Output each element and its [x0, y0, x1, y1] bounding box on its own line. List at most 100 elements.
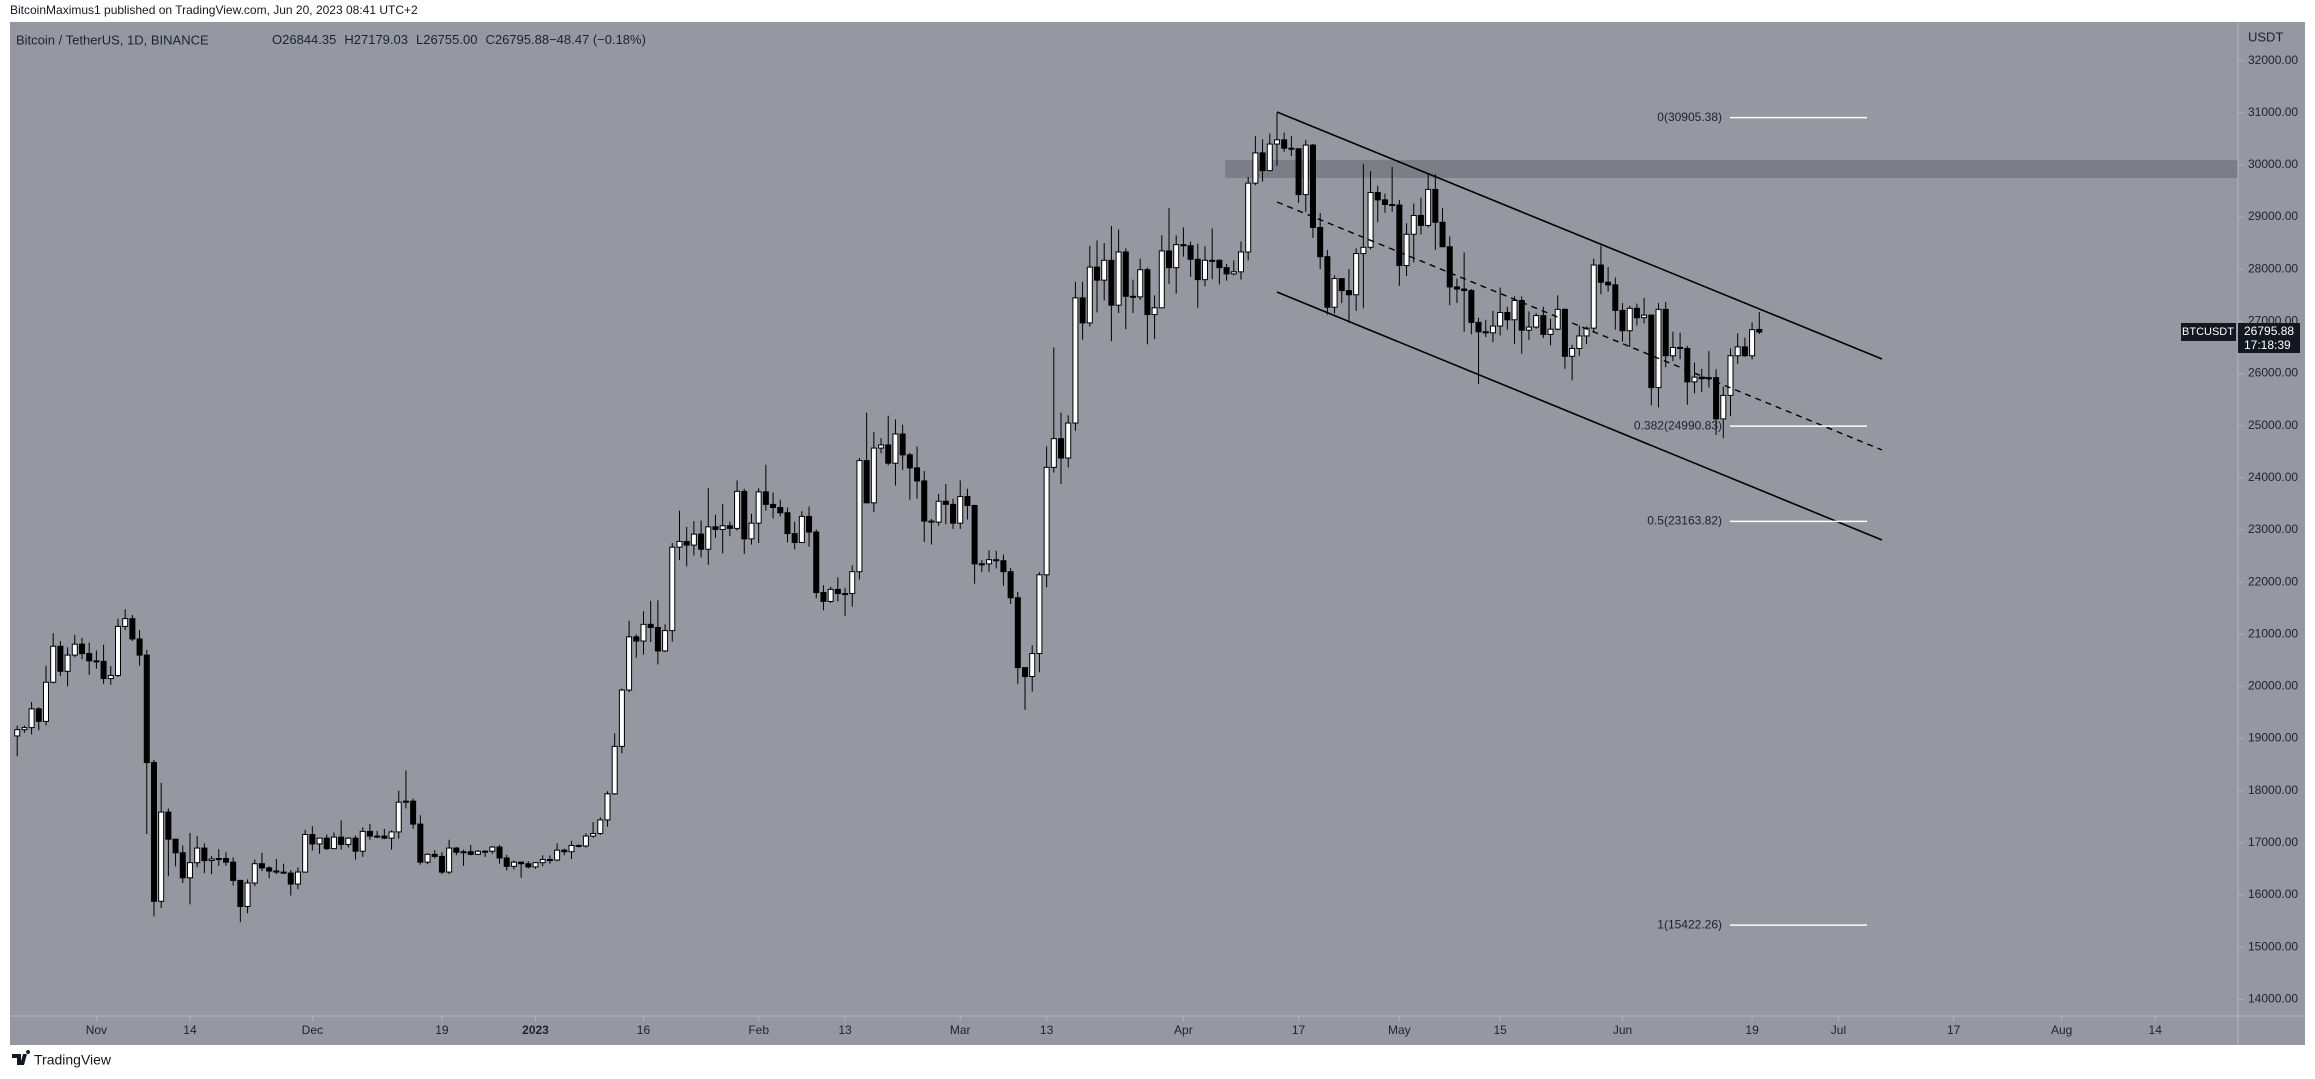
plot-area	[14, 112, 1763, 923]
candle-body	[1288, 147, 1295, 150]
candle-body	[1108, 259, 1115, 306]
candle-body	[1518, 299, 1525, 331]
candle-body	[1720, 394, 1727, 420]
candle-body	[942, 500, 949, 505]
candle-body	[258, 863, 265, 869]
candle-body	[352, 837, 359, 852]
candle-body	[1410, 214, 1417, 235]
candle-body	[460, 851, 467, 854]
candle-body	[1554, 308, 1561, 330]
fib-label: 0.5(23163.82)	[1647, 514, 1722, 528]
candle-body	[957, 496, 964, 524]
candle-body	[1641, 314, 1648, 319]
candle-body	[143, 654, 150, 764]
candle-body	[899, 433, 906, 456]
candle-body	[1345, 290, 1352, 296]
legend-value: 27179.03	[354, 32, 408, 47]
logo-mark	[12, 1050, 31, 1065]
candle-body	[762, 491, 769, 505]
candle-body	[914, 467, 921, 482]
candle-body	[1309, 144, 1316, 228]
candle-body	[201, 847, 208, 862]
candle-body	[50, 645, 57, 683]
candle-body	[1633, 307, 1640, 319]
candle-body	[777, 507, 784, 514]
candle-body	[518, 861, 525, 865]
candle-body	[467, 851, 474, 855]
candle-body	[1525, 326, 1532, 331]
chart-title: Bitcoin / TetherUS, 1D, BINANCE	[16, 32, 209, 47]
candle-body	[410, 800, 417, 825]
candle-body	[770, 503, 777, 509]
candle-body	[287, 872, 294, 885]
candle-body	[1029, 653, 1036, 677]
candle-body	[28, 708, 35, 729]
candle-body	[1194, 258, 1201, 281]
candle-body	[885, 444, 892, 464]
candle-body	[86, 653, 93, 662]
candle-body	[453, 847, 460, 853]
candle-body	[165, 811, 172, 840]
candle-body	[1468, 290, 1475, 323]
candle-body	[1331, 278, 1338, 308]
candle-body	[1489, 325, 1496, 334]
candle-body	[1180, 244, 1187, 247]
candle-body	[158, 811, 165, 902]
candle-body	[323, 837, 330, 850]
candle-body	[784, 512, 791, 535]
legend-value: 26755.00	[423, 32, 477, 47]
candle-body	[820, 592, 827, 602]
candle-body	[1158, 250, 1165, 309]
y-tick-label: 30000.00	[2248, 157, 2298, 171]
candle-body	[1590, 264, 1597, 329]
chart-pane	[10, 22, 2305, 1045]
candle-body	[1439, 221, 1446, 248]
publisher-line: BitcoinMaximus1 published on TradingView…	[10, 3, 418, 17]
candle-body	[1065, 422, 1072, 459]
candle-body	[827, 588, 834, 602]
candle-body	[1569, 347, 1576, 357]
candle-body	[93, 660, 100, 663]
candle-body	[1727, 355, 1734, 396]
fib-label: 1(15422.26)	[1657, 917, 1722, 931]
legend-key: O	[272, 32, 282, 47]
candle-body	[1022, 667, 1029, 677]
candle-body	[129, 618, 136, 640]
candle-body	[316, 837, 323, 845]
candle-body	[1151, 307, 1158, 316]
candle-body	[1000, 560, 1007, 573]
fib-label: 0(30905.38)	[1657, 110, 1722, 124]
candle-body	[1094, 266, 1101, 281]
candle-body	[402, 800, 409, 803]
y-tick-label: 26000.00	[2248, 366, 2298, 380]
x-tick-label: 14	[183, 1023, 197, 1037]
candle-body	[626, 636, 633, 691]
candle-body	[302, 834, 309, 873]
legend-value: −48.47 (−0.18%)	[549, 32, 646, 47]
candle-body	[978, 563, 985, 566]
fib-label: 0.382(24990.83)	[1634, 418, 1722, 432]
candle-body	[64, 654, 71, 672]
candle-body	[1079, 297, 1086, 324]
candle-body	[676, 540, 683, 548]
candle-body	[1317, 226, 1324, 258]
candle-body	[849, 571, 856, 595]
y-tick-label: 21000.00	[2248, 626, 2298, 640]
candle-body	[1547, 328, 1554, 335]
candle-body	[1281, 139, 1288, 149]
candle-body	[251, 863, 258, 884]
candle-body	[1115, 251, 1122, 306]
x-tick-label: 19	[1745, 1023, 1759, 1037]
candle-body	[971, 504, 978, 565]
candle-body	[755, 491, 762, 524]
candle-body	[136, 638, 143, 656]
candle-body	[35, 708, 42, 722]
x-tick-label: 13	[838, 1023, 852, 1037]
candle-body	[928, 520, 935, 523]
candle-body	[215, 858, 222, 861]
candle-body	[748, 522, 755, 540]
x-tick-label: Dec	[302, 1023, 323, 1037]
y-tick-label: 15000.00	[2248, 939, 2298, 953]
candle-body	[1101, 259, 1108, 281]
candle-body	[633, 636, 640, 642]
